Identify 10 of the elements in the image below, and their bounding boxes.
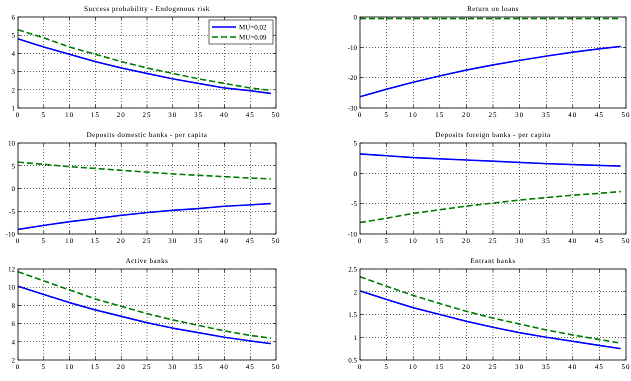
line-series (359, 46, 622, 98)
line-series (359, 276, 622, 344)
line-series (17, 38, 272, 94)
line-series (359, 290, 622, 350)
line-series (17, 161, 272, 180)
line-series (17, 270, 272, 339)
line-series (17, 285, 272, 344)
line-series (359, 190, 622, 224)
line-series (17, 202, 272, 230)
line-series (359, 153, 622, 167)
